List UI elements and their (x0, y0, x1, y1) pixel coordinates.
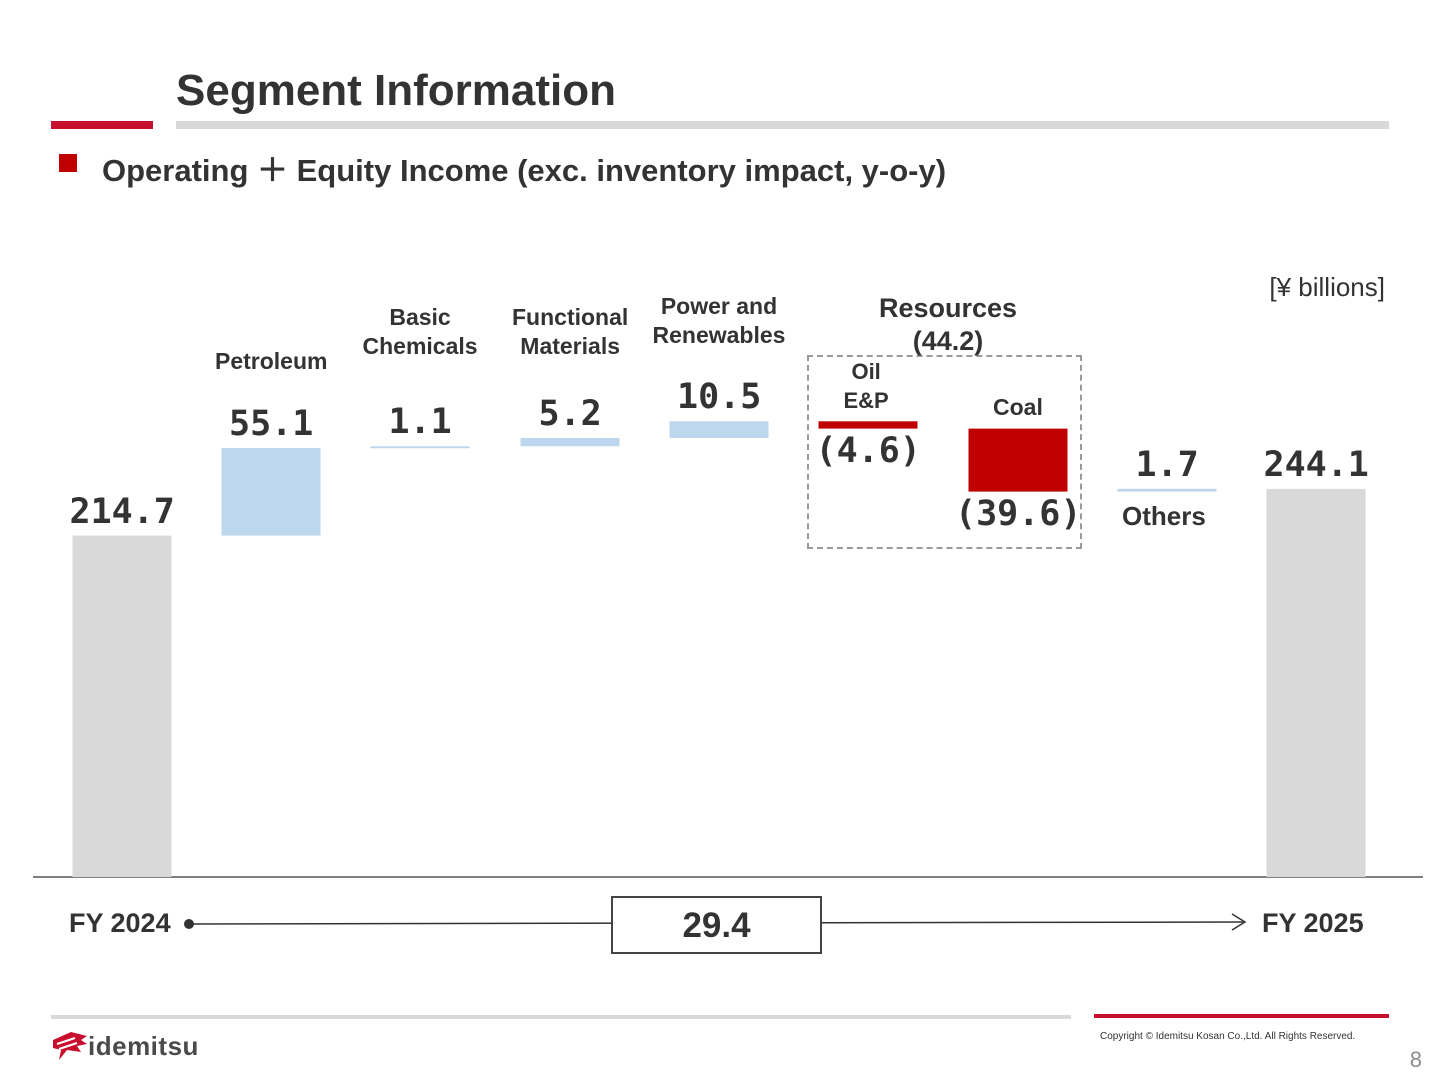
page-number: 8 (1409, 1047, 1422, 1072)
footer-divider (51, 1015, 1071, 1019)
chart-bars (72, 421, 1366, 877)
bar-others (1117, 488, 1217, 492)
copyright-notice: Copyright © Idemitsu Kosan Co.,Ltd. All … (1100, 1031, 1356, 1042)
title-underline (176, 121, 1389, 129)
resources-group-box (807, 355, 1082, 549)
bar-fy-2025 (1266, 488, 1366, 877)
value-label: 1.1 (388, 402, 452, 443)
footer-accent-line (1094, 1014, 1389, 1018)
bar-power-and-renewables (669, 421, 769, 439)
page-title: Segment Information (176, 66, 617, 115)
total-change-value: 29.4 (682, 906, 751, 945)
resources-group-title: Resources (44.2) (848, 292, 1048, 358)
idemitsu-logo-icon (53, 1032, 87, 1060)
segment-label: Coal (993, 394, 1043, 420)
value-label: (4.6) (815, 430, 921, 471)
chart-subtitle: Operating ＋ Equity Income (exc. inventor… (102, 153, 947, 188)
bar-petroleum (221, 448, 321, 536)
bar-basic-chemicals (370, 446, 470, 449)
bullet-square-icon (59, 154, 77, 172)
value-label: 214.7 (69, 491, 175, 532)
value-label: 55.1 (229, 404, 314, 445)
resources-group-total: (44.2) (912, 326, 984, 356)
logo-wordmark: idemitsu (88, 1031, 199, 1061)
timeline-start-label: FY 2024 (69, 908, 171, 938)
segment-label: Others (1122, 501, 1206, 531)
resources-group-name: Resources (878, 293, 1018, 323)
value-label: 1.7 (1135, 444, 1199, 485)
bar-oil-e-p (818, 421, 918, 429)
value-label: 10.5 (677, 377, 762, 418)
bar-coal (968, 428, 1068, 492)
segment-label: Power and Renewables (652, 293, 786, 348)
value-label: (39.6) (955, 493, 1082, 534)
title-accent-bar (51, 121, 153, 129)
value-label: 244.1 (1263, 444, 1369, 485)
timeline-end-label: FY 2025 (1262, 908, 1364, 938)
unit-label: [¥ billions] (1269, 272, 1385, 302)
segment-label: Functional Materials (512, 304, 629, 359)
bar-functional-materials (520, 438, 620, 447)
value-label: 5.2 (538, 394, 602, 434)
segment-label: Petroleum (215, 348, 328, 374)
segment-label: Oil E&P (843, 359, 889, 413)
total-change-box (611, 896, 822, 954)
bar-fy-2024 (72, 535, 172, 877)
segment-label: Basic Chemicals (362, 304, 478, 359)
